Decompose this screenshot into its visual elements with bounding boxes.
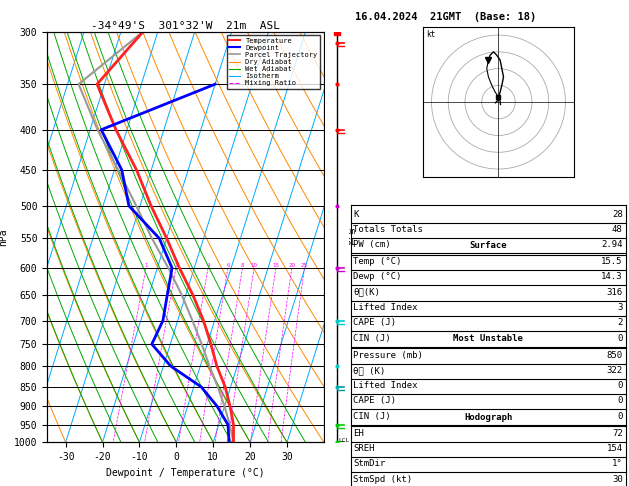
- Text: K: K: [353, 209, 359, 219]
- Text: 28: 28: [612, 209, 623, 219]
- Text: Dewp (°C): Dewp (°C): [353, 273, 402, 281]
- Text: PW (cm): PW (cm): [353, 240, 391, 249]
- Text: 15: 15: [272, 263, 279, 268]
- Text: θᴇ (K): θᴇ (K): [353, 366, 386, 375]
- Legend: Temperature, Dewpoint, Parcel Trajectory, Dry Adiabat, Wet Adiabat, Isotherm, Mi: Temperature, Dewpoint, Parcel Trajectory…: [226, 35, 320, 89]
- Text: Lifted Index: Lifted Index: [353, 381, 418, 390]
- Text: θᴇ(K): θᴇ(K): [353, 288, 381, 297]
- Text: 4: 4: [206, 263, 210, 268]
- Text: Hodograph: Hodograph: [464, 413, 512, 421]
- Text: 2: 2: [617, 318, 623, 328]
- Text: 6: 6: [226, 263, 230, 268]
- Text: 1: 1: [144, 263, 148, 268]
- Text: 10: 10: [250, 263, 258, 268]
- Text: StmSpd (kt): StmSpd (kt): [353, 474, 413, 484]
- Y-axis label: km
ASL: km ASL: [342, 227, 357, 246]
- Text: 48: 48: [612, 225, 623, 234]
- Text: CAPE (J): CAPE (J): [353, 318, 396, 328]
- Text: 322: 322: [606, 366, 623, 375]
- Text: 25: 25: [301, 263, 308, 268]
- Text: Totals Totals: Totals Totals: [353, 225, 423, 234]
- Text: 0: 0: [617, 381, 623, 390]
- Text: 154: 154: [606, 444, 623, 453]
- Text: 72: 72: [612, 429, 623, 437]
- Text: LCL: LCL: [338, 438, 350, 443]
- Text: 2: 2: [174, 263, 177, 268]
- Text: 3: 3: [617, 303, 623, 312]
- Text: 14.3: 14.3: [601, 273, 623, 281]
- Y-axis label: hPa: hPa: [0, 228, 8, 246]
- Text: Surface: Surface: [469, 241, 507, 250]
- Text: Most Unstable: Most Unstable: [453, 334, 523, 344]
- Text: Temp (°C): Temp (°C): [353, 257, 402, 266]
- Text: 15.5: 15.5: [601, 257, 623, 266]
- Text: 2.94: 2.94: [601, 240, 623, 249]
- Title: -34°49'S  301°32'W  21m  ASL: -34°49'S 301°32'W 21m ASL: [91, 21, 280, 31]
- Text: CIN (J): CIN (J): [353, 412, 391, 421]
- Text: CIN (J): CIN (J): [353, 334, 391, 343]
- Text: SREH: SREH: [353, 444, 375, 453]
- Text: 850: 850: [606, 350, 623, 360]
- Text: 0: 0: [617, 334, 623, 343]
- Text: 1°: 1°: [612, 459, 623, 468]
- Text: 30: 30: [612, 474, 623, 484]
- Text: 0: 0: [617, 397, 623, 405]
- Text: 16.04.2024  21GMT  (Base: 18): 16.04.2024 21GMT (Base: 18): [355, 12, 537, 22]
- Text: Pressure (mb): Pressure (mb): [353, 350, 423, 360]
- Text: Lifted Index: Lifted Index: [353, 303, 418, 312]
- Text: 0: 0: [617, 412, 623, 421]
- Text: CAPE (J): CAPE (J): [353, 397, 396, 405]
- Text: EH: EH: [353, 429, 364, 437]
- Text: 316: 316: [606, 288, 623, 297]
- X-axis label: Dewpoint / Temperature (°C): Dewpoint / Temperature (°C): [106, 468, 265, 478]
- Text: kt: kt: [426, 30, 436, 39]
- Text: 20: 20: [288, 263, 295, 268]
- Text: StmDir: StmDir: [353, 459, 386, 468]
- Text: 8: 8: [241, 263, 244, 268]
